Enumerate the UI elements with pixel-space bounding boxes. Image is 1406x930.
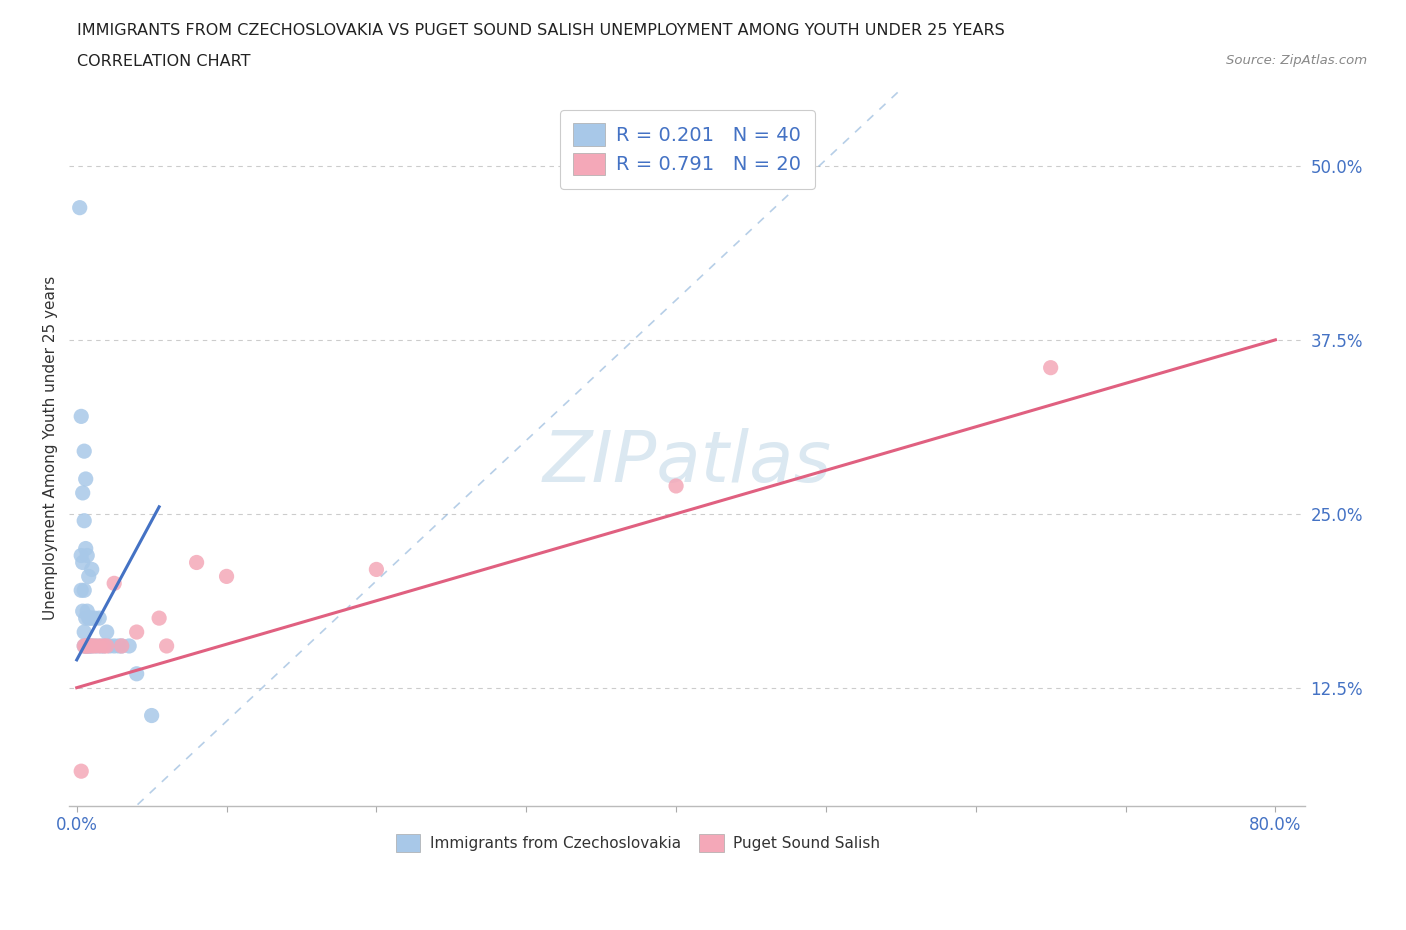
- Y-axis label: Unemployment Among Youth under 25 years: Unemployment Among Youth under 25 years: [44, 275, 58, 619]
- Point: [75, 541, 97, 556]
- Point: [69, 200, 91, 215]
- Point: [107, 639, 129, 654]
- Point: [72, 604, 94, 618]
- Point: [366, 562, 388, 577]
- Point: [148, 611, 170, 626]
- Point: [75, 472, 97, 486]
- Point: [77, 639, 100, 654]
- Point: [73, 583, 96, 598]
- Point: [103, 576, 125, 591]
- Point: [125, 667, 148, 682]
- Point: [103, 639, 125, 654]
- Point: [90, 639, 112, 654]
- Point: [77, 611, 100, 626]
- Point: [80, 562, 103, 577]
- Point: [80, 639, 103, 654]
- Point: [93, 639, 115, 654]
- Point: [77, 639, 100, 654]
- Point: [98, 639, 121, 654]
- Point: [76, 548, 98, 563]
- Point: [75, 611, 97, 626]
- Text: IMMIGRANTS FROM CZECHOSLOVAKIA VS PUGET SOUND SALISH UNEMPLOYMENT AMONG YOUTH UN: IMMIGRANTS FROM CZECHOSLOVAKIA VS PUGET …: [77, 23, 1005, 38]
- Point: [76, 604, 98, 618]
- Point: [73, 625, 96, 640]
- Point: [76, 639, 98, 654]
- Point: [111, 639, 134, 654]
- Point: [79, 639, 101, 654]
- Point: [77, 569, 100, 584]
- Point: [111, 639, 134, 654]
- Point: [75, 639, 97, 654]
- Point: [83, 639, 105, 654]
- Point: [73, 639, 96, 654]
- Point: [76, 639, 98, 654]
- Point: [84, 639, 107, 654]
- Point: [1039, 360, 1062, 375]
- Point: [73, 639, 96, 654]
- Point: [96, 625, 118, 640]
- Point: [70, 583, 93, 598]
- Point: [89, 639, 111, 654]
- Text: CORRELATION CHART: CORRELATION CHART: [77, 54, 250, 69]
- Point: [70, 548, 93, 563]
- Point: [75, 639, 97, 654]
- Point: [125, 625, 148, 640]
- Point: [215, 569, 238, 584]
- Point: [89, 611, 111, 626]
- Point: [79, 611, 101, 626]
- Legend: Immigrants from Czechoslovakia, Puget Sound Salish: Immigrants from Czechoslovakia, Puget So…: [388, 827, 887, 859]
- Point: [70, 409, 93, 424]
- Point: [93, 639, 115, 654]
- Point: [70, 764, 93, 778]
- Point: [73, 513, 96, 528]
- Point: [72, 485, 94, 500]
- Point: [96, 639, 118, 654]
- Point: [72, 555, 94, 570]
- Text: Source: ZipAtlas.com: Source: ZipAtlas.com: [1226, 54, 1367, 67]
- Point: [665, 479, 688, 494]
- Point: [80, 611, 103, 626]
- Text: ZIPatlas: ZIPatlas: [543, 428, 832, 497]
- Point: [186, 555, 208, 570]
- Point: [118, 639, 141, 654]
- Point: [80, 639, 103, 654]
- Point: [73, 444, 96, 458]
- Point: [141, 708, 163, 723]
- Point: [83, 611, 105, 626]
- Point: [156, 639, 179, 654]
